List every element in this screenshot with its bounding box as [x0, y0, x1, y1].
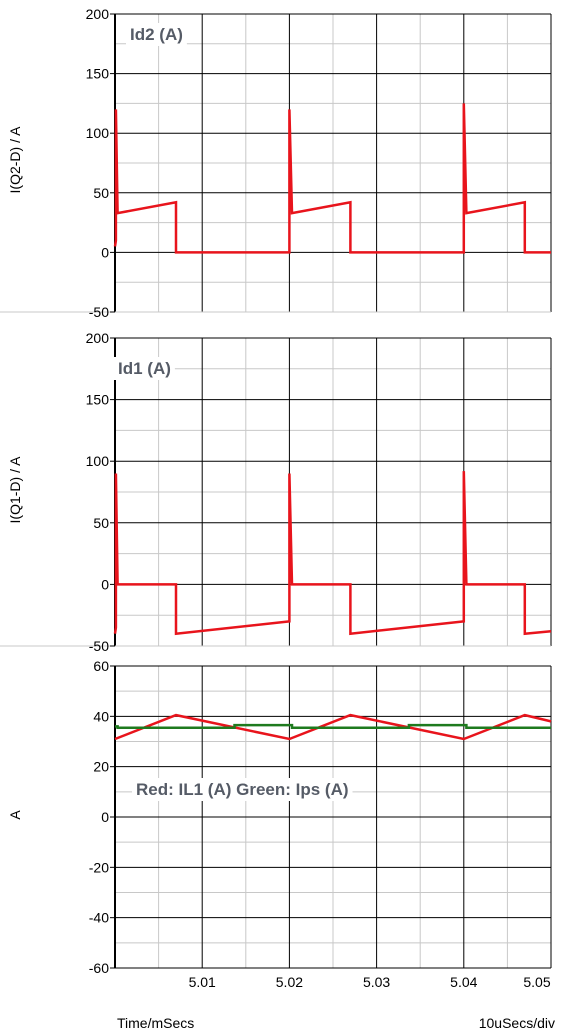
panel-1: -50 0 50 100 150 200 I(Q2-D) / A Id2 (A) — [0, 6, 552, 320]
y-tick-label: -50 — [89, 638, 109, 654]
y-tick-label: 150 — [86, 66, 110, 82]
panel-annotation: Red: IL1 (A) Green: Ips (A) — [136, 780, 349, 799]
y-tick-label: 150 — [86, 392, 110, 408]
panel-annotation: Id2 (A) — [130, 25, 183, 44]
y-axis-label: I(Q2-D) / A — [7, 126, 23, 194]
y-axis-label: I(Q1-D) / A — [7, 456, 23, 524]
y-tick-label: -60 — [89, 960, 109, 976]
y-tick-label: 50 — [93, 185, 109, 201]
x-axis-label: Time/mSecs — [117, 1015, 194, 1031]
y-tick-label: 50 — [93, 515, 109, 531]
y-tick-label: -20 — [89, 859, 109, 875]
y-tick-label: 0 — [101, 244, 109, 260]
series-green-line — [115, 723, 551, 729]
x-tick-label: 5.01 — [189, 974, 216, 990]
y-tick-label: 0 — [101, 576, 109, 592]
series-red-line — [113, 103, 551, 254]
series-red-line — [114, 713, 552, 741]
annotation-background — [126, 23, 187, 46]
y-tick-label: -40 — [89, 910, 109, 926]
panel-3: -60 -40 -20 0 20 40 60 A Red: IL1 (A) Green: Ips… — [7, 658, 552, 990]
y-tick-label: 200 — [86, 330, 110, 346]
y-tick-label: 60 — [93, 658, 109, 674]
panel-annotation: Id1 (A) — [118, 359, 171, 378]
panel-2: -50 0 50 100 150 200 I(Q1-D) / A Id1 (A) — [0, 330, 552, 654]
annotation-background — [132, 778, 353, 801]
y-tick-label: -50 — [89, 304, 109, 320]
series-red-line — [113, 471, 552, 636]
x-tick-label: 5.05 — [523, 974, 550, 990]
annotation-background — [114, 357, 175, 380]
x-tick-label: 5.02 — [276, 974, 303, 990]
x-tick-label: 5.04 — [450, 974, 477, 990]
y-tick-label: 20 — [93, 759, 109, 775]
y-tick-label: 200 — [86, 6, 110, 22]
y-axis-label: A — [7, 810, 23, 820]
y-tick-label: 40 — [93, 708, 109, 724]
x-scale-label: 10uSecs/div — [479, 1015, 555, 1031]
y-tick-label: 100 — [86, 125, 110, 141]
x-tick-label: 5.03 — [363, 974, 390, 990]
y-tick-label: 0 — [101, 809, 109, 825]
y-tick-label: 100 — [86, 453, 110, 469]
